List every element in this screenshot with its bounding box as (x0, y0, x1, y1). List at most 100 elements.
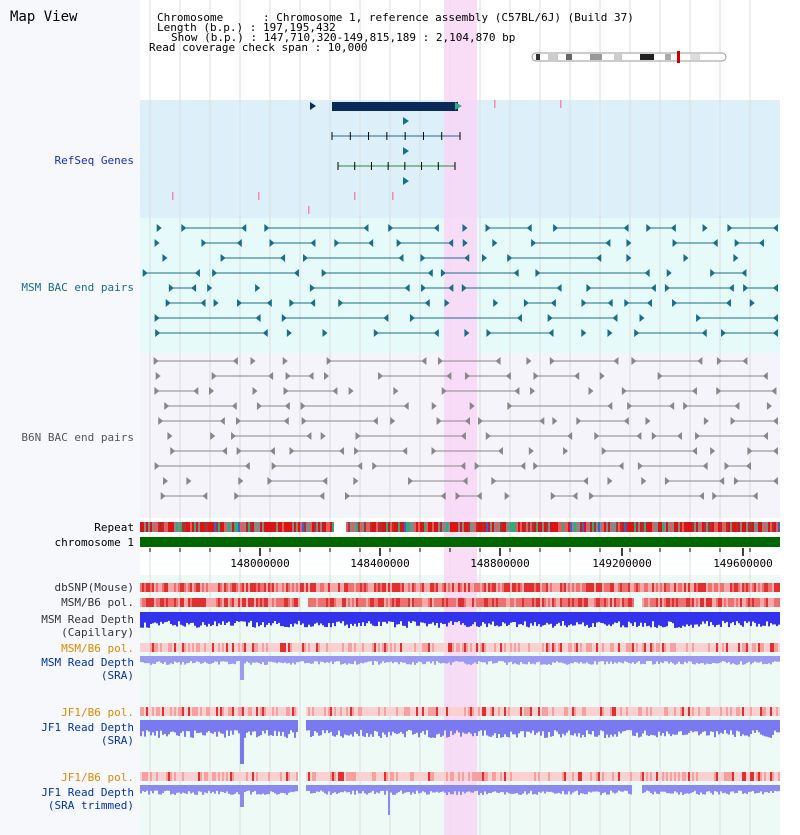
b6n-bac-pair-end (285, 372, 291, 380)
polymorphism-cell (258, 598, 260, 607)
read-depth-bar (748, 785, 750, 792)
polymorphism-cell (212, 707, 214, 716)
polymorphism-cell (658, 707, 660, 716)
polymorphism-cell (408, 643, 410, 652)
b6n-bac-pair-end (669, 402, 675, 410)
polymorphism-cell (772, 598, 774, 607)
track-label-msm-b6-pol-cap[interactable]: MSM/B6 pol. (61, 596, 134, 609)
read-depth-bar (372, 720, 374, 737)
track-label-msm-depth-sra[interactable]: MSM Read Depth (41, 656, 134, 669)
read-depth-bar (730, 612, 732, 624)
track-label-b6n-bac[interactable]: B6N BAC end pairs (21, 431, 134, 444)
polymorphism-cell (778, 598, 780, 607)
track-label-dbsnp[interactable]: dbSNP(Mouse) (54, 581, 134, 594)
read-depth-bar (358, 785, 360, 794)
read-depth-bar (184, 720, 186, 737)
polymorphism-cell (734, 643, 736, 652)
polymorphism-cell (448, 643, 450, 652)
read-depth-bar (174, 656, 176, 662)
repeat-segment (770, 522, 772, 532)
repeat-segment (542, 522, 544, 532)
msm-bac-pair-end (237, 299, 243, 307)
msm-bac-pair-end (526, 224, 532, 232)
polymorphism-cell (352, 583, 354, 592)
read-depth-bar (192, 656, 194, 664)
read-depth-bar (504, 612, 506, 624)
polymorphism-cell (604, 643, 606, 652)
read-depth-bar (198, 785, 200, 792)
read-depth-bar (696, 785, 698, 795)
repeat-segment (674, 522, 676, 532)
polymorphism-cell (458, 707, 460, 716)
polymorphism-cell (662, 643, 664, 652)
track-label-repeat[interactable]: Repeat (94, 521, 134, 534)
polymorphism-cell (402, 707, 404, 716)
track-label-msm-depth-cap[interactable]: MSM Read Depth (41, 613, 134, 626)
polymorphism-cell (544, 583, 546, 592)
polymorphism-cell (246, 772, 248, 781)
read-depth-bar (620, 656, 622, 663)
polymorphism-cell (398, 583, 400, 592)
polymorphism-cell (464, 707, 466, 716)
polymorphism-cell (340, 643, 342, 652)
read-depth-bar (658, 720, 660, 732)
repeat-segment (610, 522, 612, 532)
read-depth-bar (356, 612, 358, 627)
polymorphism-cell (762, 707, 764, 716)
polymorphism-cell (226, 583, 228, 592)
repeat-segment (742, 522, 744, 532)
read-depth-bar (688, 720, 690, 733)
polymorphism-cell (420, 707, 422, 716)
read-depth-bar (196, 612, 198, 628)
polymorphism-cell (184, 598, 186, 607)
track-label-jf1-depth-sra[interactable]: JF1 Read Depth (41, 721, 134, 734)
polymorphism-cell (292, 707, 294, 716)
read-depth-bar (184, 612, 186, 627)
repeat-segment (200, 522, 202, 532)
polymorphism-cell (354, 643, 356, 652)
read-depth-bar (506, 656, 508, 665)
polymorphism-cell (674, 707, 676, 716)
msm-bac-pair-end (462, 224, 468, 232)
track-label-msm-bac[interactable]: MSM BAC end pairs (21, 281, 134, 294)
msm-bac-pair-end (670, 224, 676, 232)
polymorphism-cell (746, 598, 748, 607)
track-label-msm-b6-pol-sra[interactable]: MSM/B6 pol. (61, 642, 134, 655)
read-depth-bar (144, 612, 146, 623)
msm-bac-pair-end (448, 284, 454, 292)
polymorphism-cell (572, 583, 574, 592)
read-depth-bar (498, 612, 500, 627)
read-depth-bar (776, 612, 778, 627)
read-depth-bar (358, 656, 360, 665)
track-label-jf1-b6-pol-trim[interactable]: JF1/B6 pol. (61, 771, 134, 784)
polymorphism-cell (684, 643, 686, 652)
repeat-segment (424, 522, 426, 532)
read-depth-bar (656, 785, 658, 794)
polymorphism-cell (314, 643, 316, 652)
track-label-jf1-depth-trim[interactable]: JF1 Read Depth (41, 786, 134, 799)
polymorphism-cell (492, 772, 494, 781)
read-depth-bar (388, 720, 390, 732)
track-label-refseq[interactable]: RefSeq Genes (54, 154, 134, 167)
read-depth-bar (738, 656, 740, 665)
read-depth-bar (488, 656, 490, 662)
polymorphism-cell (574, 772, 576, 781)
read-depth-bar (406, 720, 408, 732)
read-depth-bar (712, 656, 714, 663)
track-label-chromosome[interactable]: chromosome 1 (54, 536, 134, 549)
b6n-bac-pair-end (469, 402, 475, 410)
polymorphism-cell (454, 598, 456, 607)
read-depth-bar (554, 656, 556, 663)
read-depth-bar (472, 785, 474, 793)
read-depth-bar (490, 612, 492, 625)
read-depth-bar (404, 656, 406, 663)
polymorphism-cell (610, 643, 612, 652)
msm-bac-pair-end (672, 299, 678, 307)
track-label-jf1-b6-pol[interactable]: JF1/B6 pol. (61, 706, 134, 719)
read-depth-bar (768, 612, 770, 627)
polymorphism-cell (396, 772, 398, 781)
polymorphism-cell (482, 598, 484, 607)
polymorphism-cell (550, 772, 552, 781)
polymorphism-cell (554, 643, 556, 652)
